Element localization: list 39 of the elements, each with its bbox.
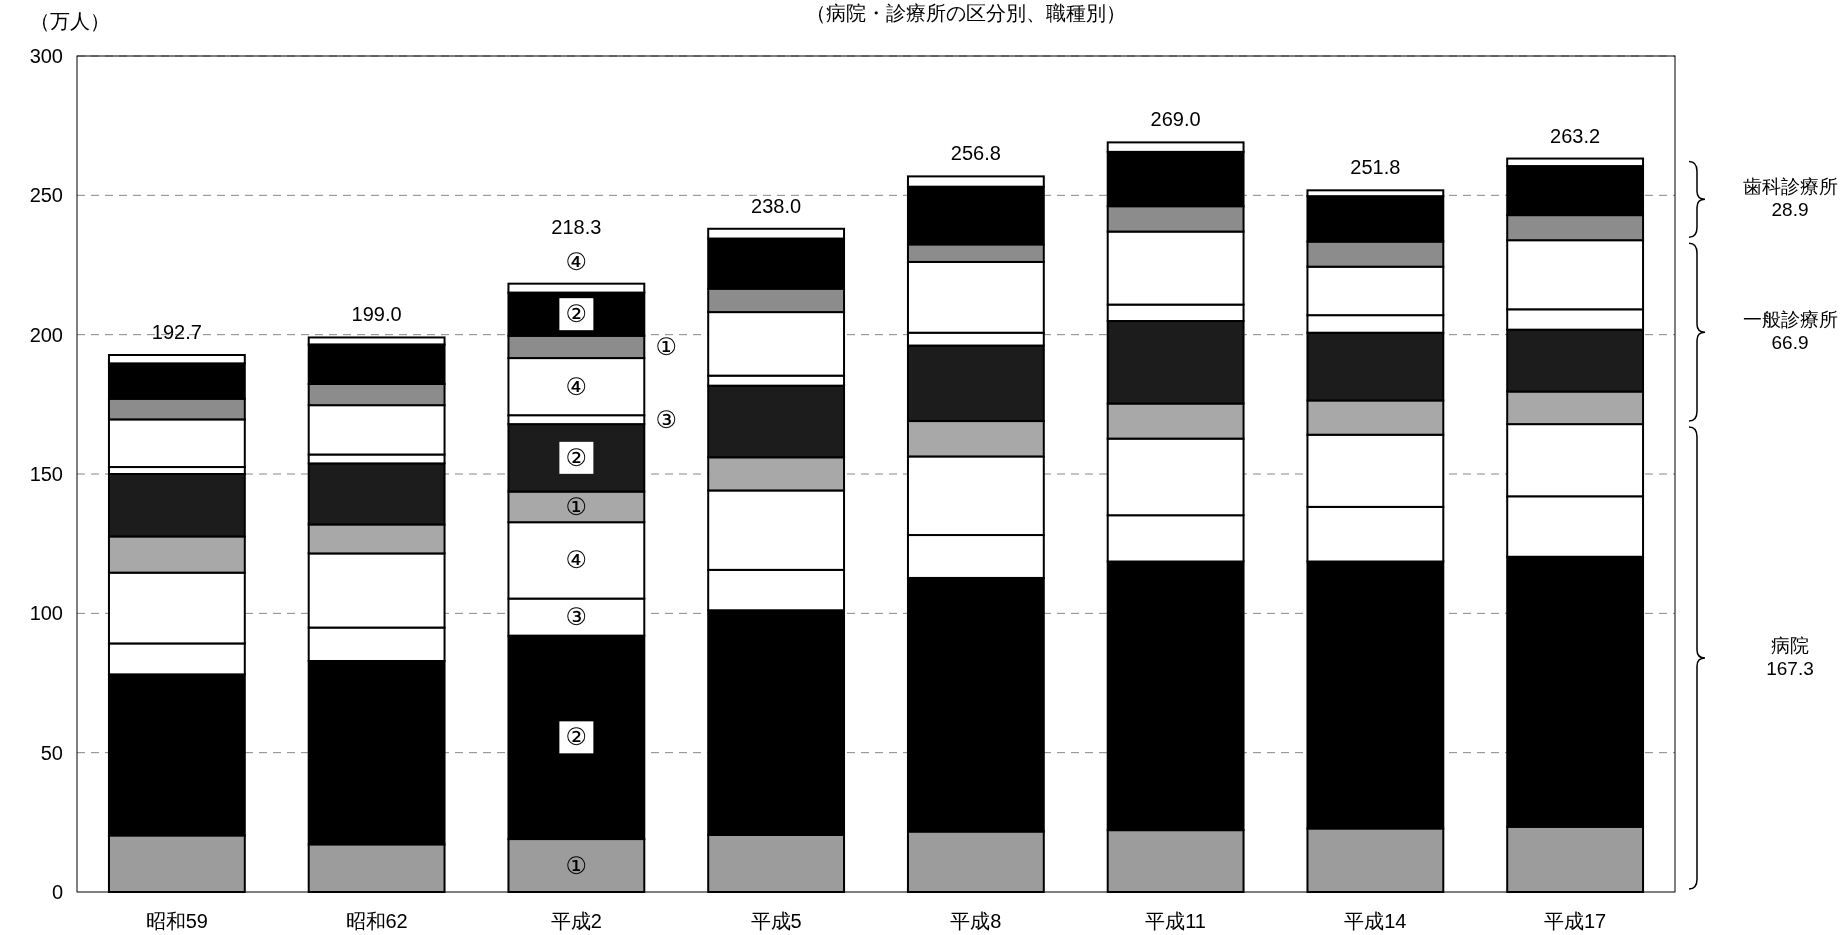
x-tick-label: 昭和62 — [345, 910, 408, 932]
annotation: ④ — [565, 546, 588, 574]
x-tick-label: 平成14 — [1344, 910, 1407, 932]
y-tick-label: 300 — [29, 45, 63, 67]
annotation: ③ — [565, 603, 588, 631]
annotation: ④ — [565, 247, 588, 275]
y-tick-label: 0 — [51, 881, 63, 903]
y-axis-title: （万人） — [30, 10, 110, 32]
text: 病院 167.3 — [1766, 635, 1814, 679]
y-tick-label: 200 — [29, 323, 63, 346]
annotation: ② — [565, 300, 588, 328]
text: 一般診療所 66.9 — [1742, 309, 1838, 353]
total-label: 199.0 — [351, 303, 402, 326]
chart-subtitle: （病院・診療所の区分別、職種別） — [806, 2, 1126, 24]
y-tick-label: 50 — [40, 741, 63, 764]
x-tick-label: 昭和59 — [145, 910, 208, 932]
y-tick-label: 250 — [29, 184, 63, 207]
x-tick-label: 平成11 — [1145, 910, 1207, 932]
x-tick-label: 平成17 — [1544, 910, 1607, 932]
annotation: ① — [655, 332, 678, 360]
total-label: 256.8 — [950, 142, 1001, 165]
total-label: 238.0 — [751, 194, 802, 217]
x-tick-label: 平成5 — [750, 910, 802, 932]
total-label: 192.7 — [151, 321, 202, 344]
annotation: ③ — [655, 405, 678, 433]
total-label: 263.2 — [1550, 124, 1601, 147]
y-tick-label: 100 — [29, 602, 63, 625]
total-label: 269.0 — [1150, 108, 1201, 131]
annotation: ① — [565, 851, 588, 879]
annotation: ② — [565, 723, 588, 751]
total-label: 218.3 — [551, 215, 602, 238]
text: 歯科診療所 28.9 — [1742, 176, 1838, 221]
y-tick-label: 150 — [29, 463, 63, 485]
annotation: ④ — [565, 372, 588, 400]
x-tick-label: 平成8 — [950, 910, 1002, 932]
x-tick-label: 平成2 — [550, 910, 602, 932]
total-label: 251.8 — [1350, 156, 1401, 179]
annotation: ① — [565, 492, 588, 520]
annotation: ② — [565, 443, 588, 471]
